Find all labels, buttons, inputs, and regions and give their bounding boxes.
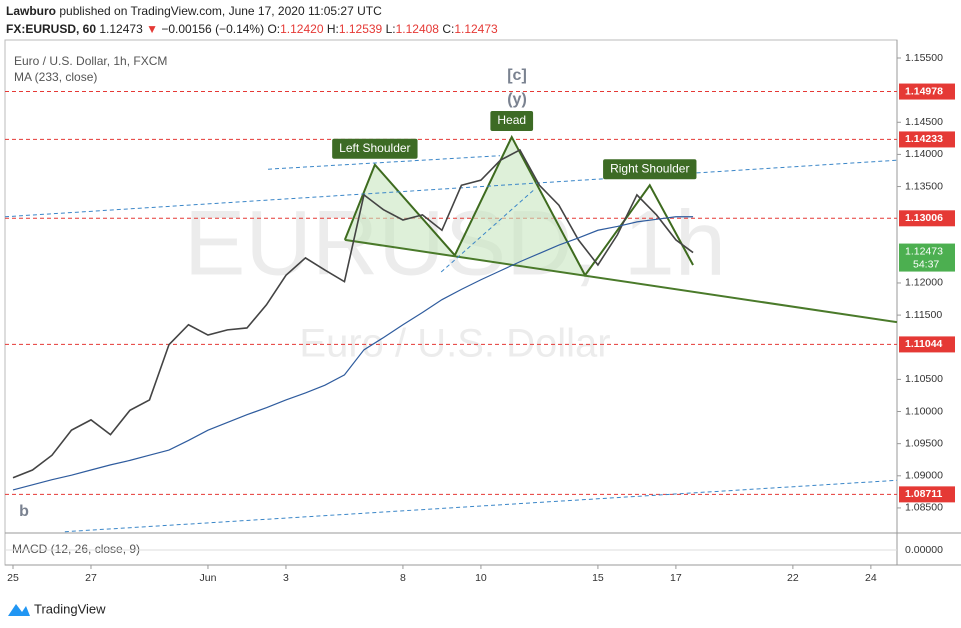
y-tick-label: 1.11500 xyxy=(905,309,942,321)
change: −0.00156 (−0.14%) xyxy=(161,22,264,36)
logo-icon xyxy=(8,604,30,616)
pattern-label: Left Shoulder xyxy=(339,141,410,155)
l-value: 1.12408 xyxy=(396,22,440,36)
c-value: 1.12473 xyxy=(454,22,498,36)
wave-label: b xyxy=(19,503,29,520)
level-label: 1.14978 xyxy=(905,85,943,97)
x-tick-label: 25 xyxy=(7,572,19,584)
trendline xyxy=(4,159,898,218)
h-value: 1.12539 xyxy=(339,22,383,36)
level-label-box xyxy=(899,486,955,503)
pattern-label: Right Shoulder xyxy=(610,161,689,175)
y-tick-label: 1.08500 xyxy=(905,502,943,514)
symbol: FX:EURUSD, 60 xyxy=(6,22,96,36)
level-label: 1.14233 xyxy=(905,133,943,145)
pattern-fill xyxy=(344,137,586,276)
wave-label: [c] xyxy=(507,67,527,84)
level-label: 1.13006 xyxy=(905,212,943,224)
macd-tick-label: 0.00000 xyxy=(905,544,943,556)
watermark-sub: Euro / U.S. Dollar xyxy=(299,322,610,366)
level-label-box xyxy=(899,210,955,227)
indicator-label: MA (233, close) xyxy=(14,70,97,84)
pattern-label-box xyxy=(603,159,697,180)
series-line xyxy=(12,148,694,479)
y-tick-label: 1.10500 xyxy=(905,373,943,385)
level-label-box xyxy=(899,83,955,100)
published: published on TradingView.com, June 17, 2… xyxy=(59,4,382,18)
x-tick-label: 17 xyxy=(670,572,682,584)
pattern-label: Head xyxy=(497,113,526,127)
macd-title: MACD (12, 26, close, 9) xyxy=(12,542,140,556)
h-key: H: xyxy=(327,22,339,36)
x-tick-label: 24 xyxy=(865,572,877,584)
x-tick-label: 22 xyxy=(787,572,799,584)
symbol-line: FX:EURUSD, 60 1.12473 ▼ −0.00156 (−0.14%… xyxy=(6,22,498,36)
y-tick-label: 1.12000 xyxy=(905,277,943,289)
pattern-label-box xyxy=(490,111,534,132)
x-tick-label: 3 xyxy=(283,572,289,584)
footer-logo: TradingView xyxy=(8,601,106,616)
x-tick-label: 15 xyxy=(592,572,604,584)
trendline xyxy=(64,479,898,533)
o-value: 1.12420 xyxy=(280,22,324,36)
x-tick-label: 8 xyxy=(400,572,406,584)
y-tick-label: 1.09000 xyxy=(905,470,943,482)
footer-brand: TradingView xyxy=(34,601,106,616)
x-tick-label: 27 xyxy=(85,572,97,584)
level-label: 1.11044 xyxy=(905,338,943,350)
pattern-line xyxy=(343,134,694,278)
level-label-box xyxy=(899,131,955,148)
wave-label: (y) xyxy=(507,91,527,108)
plot xyxy=(4,91,898,533)
x-tick-label: Jun xyxy=(199,572,216,584)
watermark: EURUSD, 1h xyxy=(184,192,726,294)
level-label: 1.08711 xyxy=(905,488,943,500)
current-price-box xyxy=(899,243,955,272)
c-key: C: xyxy=(442,22,454,36)
arrow: ▼ xyxy=(146,22,158,36)
y-tick-label: 1.13500 xyxy=(905,180,943,192)
author: Lawburo xyxy=(6,4,56,18)
trendline xyxy=(267,155,501,170)
countdown: 54:37 xyxy=(913,258,939,270)
chart-title: Euro / U.S. Dollar, 1h, FXCM xyxy=(14,54,167,68)
x-tick-label: 10 xyxy=(475,572,487,584)
trendline xyxy=(344,238,898,324)
level-label-box xyxy=(899,336,955,353)
y-tick-label: 1.14000 xyxy=(905,148,943,160)
header-line: Lawburo published on TradingView.com, Ju… xyxy=(6,4,382,18)
pattern-label-box xyxy=(332,138,418,159)
current-price: 1.12473 xyxy=(905,245,943,257)
o-key: O: xyxy=(267,22,280,36)
last: 1.12473 xyxy=(99,22,143,36)
y-tick-label: 1.14500 xyxy=(905,116,943,128)
y-tick-label: 1.10000 xyxy=(905,405,943,417)
y-tick-label: 1.09500 xyxy=(905,437,943,449)
series-line xyxy=(12,216,694,491)
y-tick-label: 1.15500 xyxy=(905,52,943,64)
l-key: L: xyxy=(386,22,396,36)
